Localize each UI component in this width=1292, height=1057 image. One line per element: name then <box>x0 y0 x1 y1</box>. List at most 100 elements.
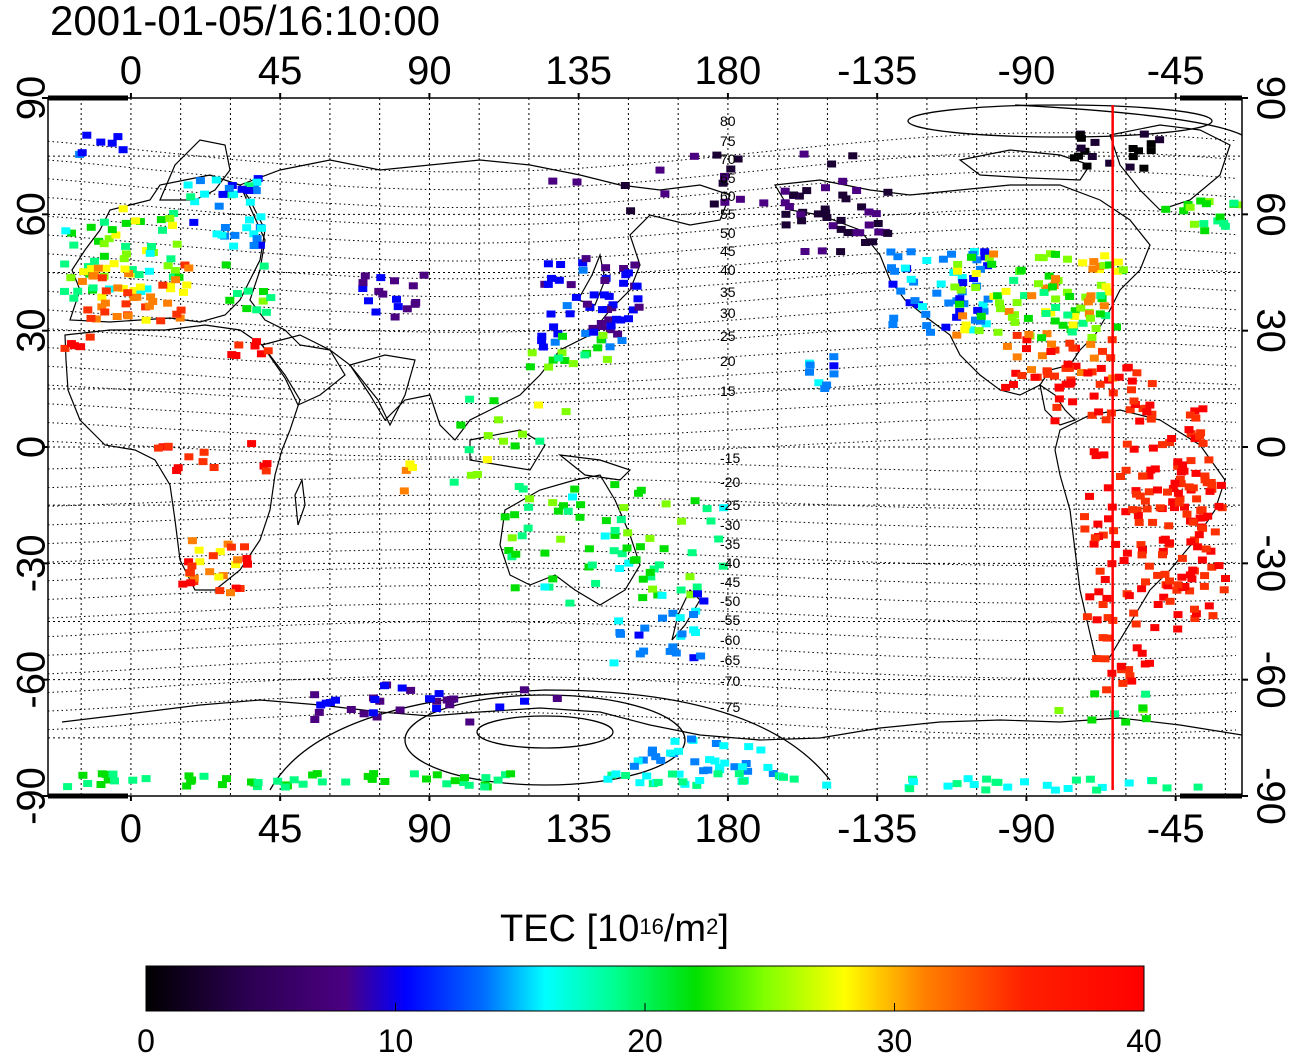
tec-cell <box>244 182 254 190</box>
tec-cell <box>794 192 804 200</box>
tec-cell <box>598 306 607 314</box>
mlat-contour <box>48 585 1237 604</box>
tec-cell <box>549 323 559 331</box>
tec-cell <box>525 495 534 503</box>
tec-cell <box>720 198 730 206</box>
tec-cell <box>226 589 235 597</box>
tec-cell <box>906 275 916 283</box>
tec-cell <box>166 282 175 290</box>
tec-cell <box>1186 457 1196 465</box>
tec-cell <box>814 379 824 387</box>
tec-cell <box>109 260 119 268</box>
tec-cell <box>1146 415 1156 423</box>
tec-cell <box>1173 625 1183 633</box>
tec-cell <box>674 770 684 778</box>
tec-cell <box>409 770 419 778</box>
tec-cell <box>1004 308 1014 315</box>
tec-cell <box>718 562 728 570</box>
tec-cell <box>596 320 606 327</box>
lon-label-bottom: 45 <box>258 807 303 851</box>
tec-cell <box>706 517 716 525</box>
tec-cell <box>602 355 612 363</box>
tec-cell <box>720 759 730 767</box>
tec-cell <box>464 781 474 789</box>
tec-cell <box>689 152 699 160</box>
mlat-label: -55 <box>720 612 740 628</box>
tec-cell <box>1089 448 1099 456</box>
mlat-label: -60 <box>720 632 740 648</box>
tec-cell <box>1070 312 1080 320</box>
mlat-contour <box>48 657 1237 679</box>
tec-cell <box>1185 203 1195 211</box>
tec-cell <box>131 217 141 225</box>
tec-cell <box>1064 364 1074 372</box>
tec-cell <box>1187 575 1197 583</box>
tec-cell <box>548 575 558 583</box>
mlat-contour <box>48 417 1237 440</box>
mlat-contour <box>48 548 1237 567</box>
tec-cell <box>561 408 571 416</box>
tec-cell <box>784 203 794 210</box>
tec-cell <box>1052 403 1062 411</box>
tec-cell <box>971 316 980 324</box>
tec-cell <box>142 285 152 293</box>
tec-cell <box>1044 272 1054 280</box>
tec-cell <box>695 777 705 784</box>
tec-cell <box>822 214 832 221</box>
tec-cell <box>395 706 405 714</box>
tec-cell <box>113 284 123 292</box>
tec-cell <box>1193 543 1203 551</box>
tec-cell <box>692 583 702 591</box>
tec-cell <box>229 242 239 250</box>
tec-cell <box>546 310 556 318</box>
tec-cell <box>397 684 407 692</box>
tec-cell <box>958 279 968 287</box>
tec-cell <box>575 513 585 521</box>
tec-cell <box>88 284 98 292</box>
tec-cell <box>280 783 290 791</box>
tec-cell <box>262 460 272 468</box>
tec-cell <box>1030 373 1040 381</box>
tec-cell <box>670 737 680 745</box>
tec-cell <box>229 190 239 198</box>
tec-cell <box>493 776 503 784</box>
tec-cell <box>604 292 614 300</box>
tec-cell <box>495 703 505 711</box>
tec-cell <box>86 265 96 273</box>
tec-cell <box>390 277 399 285</box>
mlat-label: 75 <box>720 133 736 149</box>
tec-cell <box>215 548 225 556</box>
tec-cell <box>121 219 131 227</box>
tec-cell <box>702 505 712 513</box>
tec-cell <box>538 343 548 351</box>
tec-cell <box>144 302 154 310</box>
coast-arctic-islands <box>958 149 1091 181</box>
tec-cell <box>601 264 611 272</box>
tec-cell <box>186 193 196 201</box>
tec-observation-patches <box>60 130 1242 794</box>
tec-cell <box>127 266 137 274</box>
mlat-label: 70 <box>720 151 736 167</box>
tec-cell <box>675 614 685 622</box>
colorbar-tick-label: 10 <box>378 1023 414 1057</box>
tec-cell <box>1153 601 1163 608</box>
tec-cell <box>1177 554 1187 562</box>
tec-cell <box>1010 318 1020 326</box>
tec-cell <box>1200 472 1210 480</box>
tec-cell <box>1173 462 1183 470</box>
tec-cell <box>224 184 234 192</box>
tec-cell <box>1075 131 1085 139</box>
tec-cell <box>1012 299 1022 307</box>
tec-cell <box>691 629 700 636</box>
tec-cell <box>632 282 642 290</box>
tec-cell <box>185 569 195 577</box>
tec-cell <box>1070 307 1080 315</box>
tec-cell <box>905 299 915 307</box>
tec-cell <box>247 440 257 448</box>
tec-cell <box>67 229 76 237</box>
tec-cell <box>1051 304 1061 311</box>
tec-cell <box>943 782 953 790</box>
tec-cell <box>1103 614 1113 622</box>
tec-cell <box>121 250 131 258</box>
tec-cell <box>1054 395 1064 403</box>
